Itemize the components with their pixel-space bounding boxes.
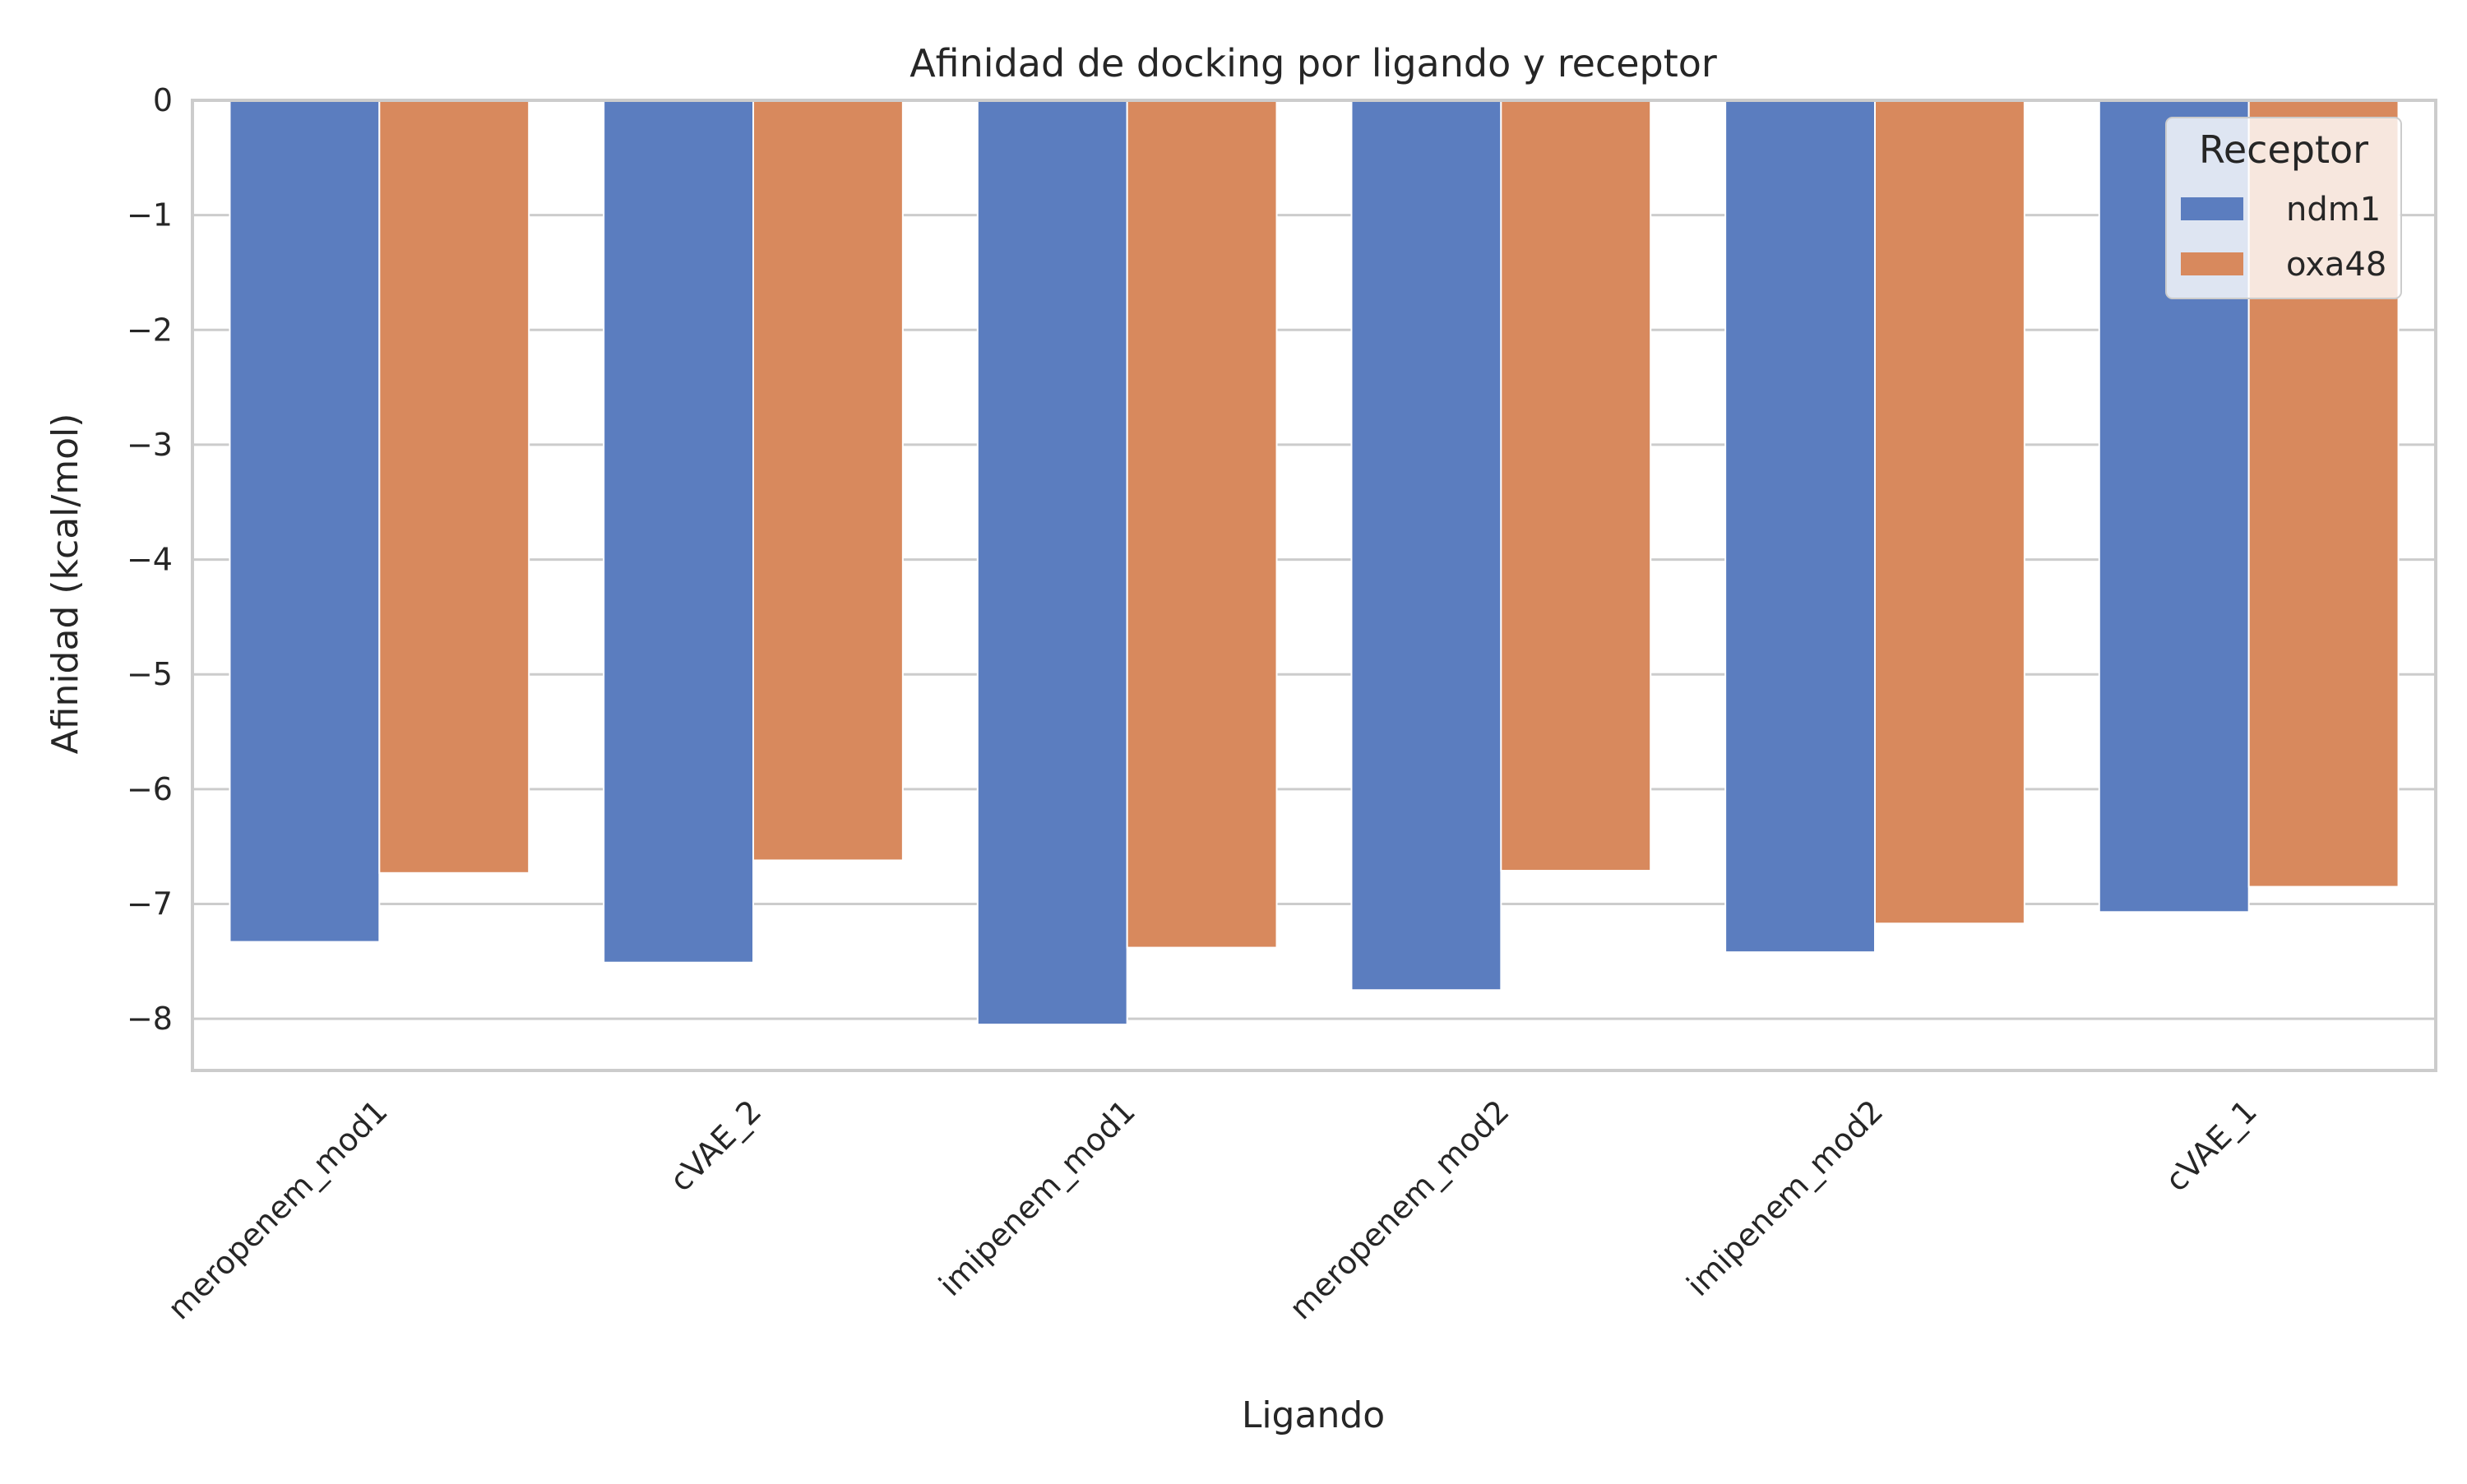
y-tick-label: −3 xyxy=(127,427,173,463)
legend-label-ndm1: ndm1 xyxy=(2286,191,2381,229)
legend-swatch-ndm1 xyxy=(2181,197,2243,220)
bar-oxa48-imipenem_mod2 xyxy=(1874,99,2025,925)
bar-ndm1-meropenem_mod1 xyxy=(229,99,381,943)
y-tick-label: −1 xyxy=(127,197,173,233)
y-tick-label: −2 xyxy=(127,312,173,348)
x-axis-label: Ligando xyxy=(1242,1394,1385,1436)
bar-oxa48-meropenem_mod1 xyxy=(378,99,530,874)
legend-swatch-oxa48 xyxy=(2181,252,2243,275)
chart-title: Afinidad de docking por ligando y recept… xyxy=(910,41,1717,86)
plot-frame xyxy=(191,99,2437,1072)
bar-ndm1-imipenem_mod1 xyxy=(976,99,1128,1026)
y-tick-label: −5 xyxy=(127,656,173,692)
bar-oxa48-cVAE_2 xyxy=(752,99,904,862)
bar-oxa48-meropenem_mod2 xyxy=(1500,99,1652,872)
y-tick-label: −7 xyxy=(127,886,173,922)
y-tick-label: 0 xyxy=(153,82,173,118)
bar-oxa48-imipenem_mod1 xyxy=(1126,99,1278,949)
bar-ndm1-imipenem_mod2 xyxy=(1724,99,1876,954)
legend: Receptor ndm1 oxa48 xyxy=(2165,117,2402,299)
y-tick-label: −4 xyxy=(127,542,173,578)
legend-title: Receptor xyxy=(2199,127,2368,172)
legend-label-oxa48: oxa48 xyxy=(2286,246,2386,284)
y-axis-label: Afinidad (kcal/mol) xyxy=(44,414,86,755)
bar-ndm1-meropenem_mod2 xyxy=(1350,99,1502,992)
y-tick-label: −6 xyxy=(127,771,173,807)
y-tick-label: −8 xyxy=(127,1001,173,1037)
bar-ndm1-cVAE_2 xyxy=(603,99,755,964)
